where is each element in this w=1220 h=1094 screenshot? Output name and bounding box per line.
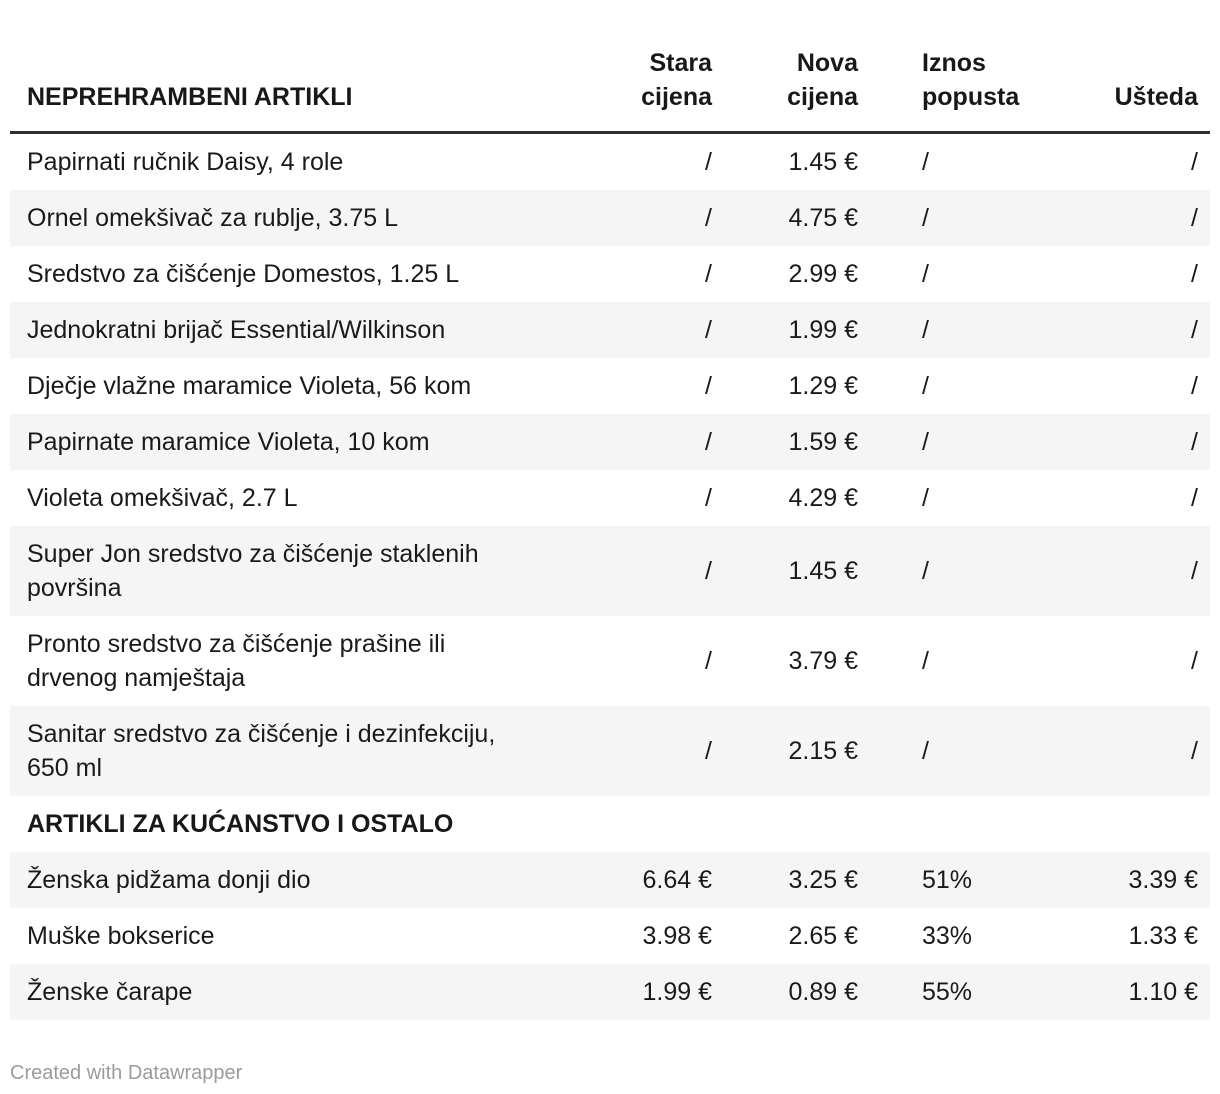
new-price-cell: 4.75 €: [788, 204, 858, 232]
old-price-cell: 3.98 €: [642, 922, 712, 950]
new-price-cell: 2.15 €: [788, 737, 858, 765]
savings-cell: /: [1191, 204, 1198, 232]
product-name-cell: Papirnate maramice Violeta, 10 kom: [27, 428, 430, 456]
old-price-cell: /: [705, 204, 712, 232]
header-row: NEPREHRAMBENI ARTIKLI Stara cijena Nova …: [10, 0, 1210, 134]
new-price-cell: 2.99 €: [788, 260, 858, 288]
old-price-cell: /: [705, 647, 712, 675]
discount-cell: 33%: [922, 922, 973, 950]
product-name-cell: Muške bokserice: [27, 922, 215, 950]
old-price-cell: 1.99 €: [642, 978, 712, 1006]
discount-cell: /: [922, 316, 929, 344]
product-name-cell: Super Jon sredstvo za čišćenje staklenih…: [27, 540, 479, 602]
discount-cell: /: [922, 647, 929, 675]
table-row: Ženska pidžama donji dio 6.64 € 3.25 € 5…: [10, 852, 1210, 908]
savings-cell: /: [1191, 647, 1198, 675]
discount-cell: /: [922, 428, 929, 456]
column-header-usteda: Ušteda: [1043, 0, 1210, 134]
new-price-cell: 3.79 €: [788, 647, 858, 675]
old-price-cell: /: [705, 372, 712, 400]
savings-cell: /: [1191, 148, 1198, 176]
product-name-cell: Pronto sredstvo za čišćenje prašine ili …: [27, 630, 446, 692]
table-row: Papirnati ručnik Daisy, 4 role / 1.45 € …: [10, 133, 1210, 191]
product-name-cell: Sredstvo za čišćenje Domestos, 1.25 L: [27, 260, 460, 288]
section-header-artikli-za-kucanstvo: ARTIKLI ZA KUĆANSTVO I OSTALO: [27, 810, 454, 838]
savings-cell: /: [1191, 316, 1198, 344]
old-price-cell: /: [705, 557, 712, 585]
product-name-cell: Jednokratni brijač Essential/Wilkinson: [27, 316, 446, 344]
product-name-cell: Papirnati ručnik Daisy, 4 role: [27, 148, 344, 176]
table-row: Super Jon sredstvo za čišćenje staklenih…: [10, 526, 1210, 616]
product-name-cell: Sanitar sredstvo za čišćenje i dezinfekc…: [27, 720, 496, 782]
discount-cell: 51%: [922, 866, 973, 894]
product-name-cell: Violeta omekšivač, 2.7 L: [27, 484, 298, 512]
old-price-cell: /: [705, 260, 712, 288]
product-name-cell: Dječje vlažne maramice Violeta, 56 kom: [27, 372, 472, 400]
new-price-cell: 0.89 €: [788, 978, 858, 1006]
savings-cell: /: [1191, 428, 1198, 456]
savings-cell: /: [1191, 484, 1198, 512]
old-price-cell: /: [705, 737, 712, 765]
savings-cell: 1.33 €: [1128, 922, 1198, 950]
savings-cell: /: [1191, 737, 1198, 765]
column-header-iznos-popusta: Iznos popusta: [860, 0, 1043, 134]
table-row: Pronto sredstvo za čišćenje prašine ili …: [10, 616, 1210, 706]
discount-cell: /: [922, 260, 929, 288]
old-price-cell: /: [705, 428, 712, 456]
savings-cell: /: [1191, 260, 1198, 288]
price-comparison-table: NEPREHRAMBENI ARTIKLI Stara cijena Nova …: [10, 0, 1210, 1020]
section-header-row: ARTIKLI ZA KUĆANSTVO I OSTALO: [10, 796, 1210, 852]
discount-cell: /: [922, 557, 929, 585]
old-price-cell: /: [705, 316, 712, 344]
old-price-cell: 6.64 €: [642, 866, 712, 894]
discount-cell: /: [922, 204, 929, 232]
table-row: Ornel omekšivač za rublje, 3.75 L / 4.75…: [10, 190, 1210, 246]
new-price-cell: 1.29 €: [788, 372, 858, 400]
column-header-nova-cijena: Nova cijena: [712, 0, 860, 134]
datawrapper-credit-link[interactable]: Created with Datawrapper: [10, 1062, 243, 1084]
product-name-cell: Ornel omekšivač za rublje, 3.75 L: [27, 204, 399, 232]
column-header-neprehrambeni-artikli: NEPREHRAMBENI ARTIKLI: [10, 0, 560, 134]
discount-cell: /: [922, 148, 929, 176]
new-price-cell: 2.65 €: [788, 922, 858, 950]
column-header-stara-cijena: Stara cijena: [560, 0, 712, 134]
table-row: Dječje vlažne maramice Violeta, 56 kom /…: [10, 358, 1210, 414]
new-price-cell: 4.29 €: [788, 484, 858, 512]
table-row: Jednokratni brijač Essential/Wilkinson /…: [10, 302, 1210, 358]
table-row: Sredstvo za čišćenje Domestos, 1.25 L / …: [10, 246, 1210, 302]
discount-cell: /: [922, 372, 929, 400]
old-price-cell: /: [705, 484, 712, 512]
table-row: Papirnate maramice Violeta, 10 kom / 1.5…: [10, 414, 1210, 470]
product-name-cell: Ženske čarape: [27, 978, 193, 1006]
discount-cell: 55%: [922, 978, 973, 1006]
new-price-cell: 1.59 €: [788, 428, 858, 456]
savings-cell: 3.39 €: [1128, 866, 1198, 894]
new-price-cell: 1.99 €: [788, 316, 858, 344]
product-name-cell: Ženska pidžama donji dio: [27, 866, 311, 894]
discount-cell: /: [922, 484, 929, 512]
savings-cell: 1.10 €: [1128, 978, 1198, 1006]
new-price-cell: 1.45 €: [788, 557, 858, 585]
new-price-cell: 1.45 €: [788, 148, 858, 176]
savings-cell: /: [1191, 372, 1198, 400]
table-row: Sanitar sredstvo za čišćenje i dezinfekc…: [10, 706, 1210, 796]
table-row: Ženske čarape 1.99 € 0.89 € 55% 1.10 €: [10, 964, 1210, 1020]
table-row: Violeta omekšivač, 2.7 L / 4.29 € / /: [10, 470, 1210, 526]
discount-cell: /: [922, 737, 929, 765]
savings-cell: /: [1191, 557, 1198, 585]
old-price-cell: /: [705, 148, 712, 176]
table-row: Muške bokserice 3.98 € 2.65 € 33% 1.33 €: [10, 908, 1210, 964]
new-price-cell: 3.25 €: [788, 866, 858, 894]
